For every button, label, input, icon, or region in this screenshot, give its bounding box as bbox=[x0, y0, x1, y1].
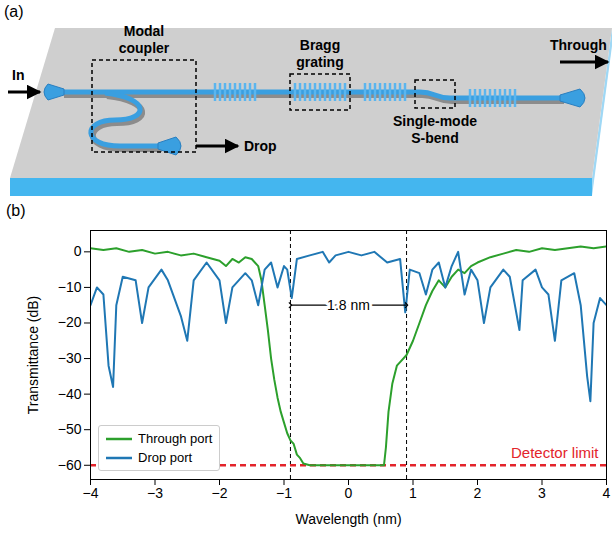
svg-text:In: In bbox=[12, 67, 24, 83]
svg-text:Detector limit: Detector limit bbox=[511, 444, 599, 461]
svg-text:−4: −4 bbox=[83, 485, 99, 501]
svg-text:−50: −50 bbox=[58, 421, 82, 437]
svg-text:4: 4 bbox=[603, 485, 611, 501]
svg-text:1: 1 bbox=[409, 485, 417, 501]
svg-text:−20: −20 bbox=[58, 314, 82, 330]
svg-text:Drop: Drop bbox=[244, 138, 277, 154]
svg-text:Through: Through bbox=[550, 37, 607, 53]
html-text:(b): (b) bbox=[6, 202, 26, 219]
svg-text:Transmittance (dB): Transmittance (dB) bbox=[25, 296, 41, 415]
svg-text:−1: −1 bbox=[276, 485, 292, 501]
svg-text:−10: −10 bbox=[58, 279, 82, 295]
svg-text:(a): (a) bbox=[4, 3, 24, 20]
html-text:Through port: Through port bbox=[138, 431, 213, 446]
svg-text:0: 0 bbox=[345, 485, 353, 501]
svg-text:−30: −30 bbox=[58, 350, 82, 366]
svg-text:Modalcoupler: Modalcoupler bbox=[119, 23, 170, 56]
svg-text:3: 3 bbox=[538, 485, 546, 501]
svg-text:−3: −3 bbox=[147, 485, 163, 501]
html-text:Drop port: Drop port bbox=[138, 450, 193, 465]
svg-text:2: 2 bbox=[474, 485, 482, 501]
svg-text:−2: −2 bbox=[212, 485, 228, 501]
svg-text:−60: −60 bbox=[58, 457, 82, 473]
svg-text:0: 0 bbox=[74, 243, 82, 259]
svg-text:Bragggrating: Bragggrating bbox=[296, 37, 343, 70]
svg-text:−40: −40 bbox=[58, 386, 82, 402]
svg-text:1.8 nm: 1.8 nm bbox=[327, 297, 370, 313]
svg-text:Single-modeS-bend: Single-modeS-bend bbox=[393, 113, 477, 146]
svg-text:Wavelength (nm): Wavelength (nm) bbox=[295, 511, 401, 527]
